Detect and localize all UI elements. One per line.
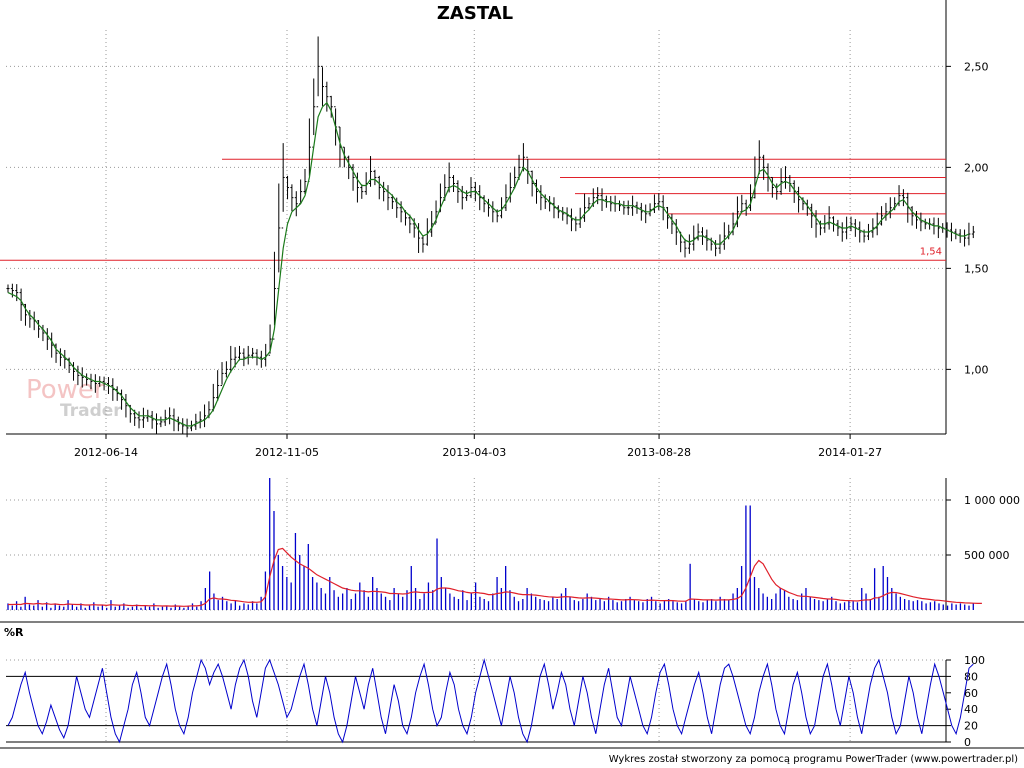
williams-r-label: %R [4, 626, 24, 639]
support-annotation: 1,54 [920, 246, 942, 257]
x-tick-label-0: 2012-06-14 [74, 446, 138, 459]
x-tick-label-3: 2013-08-28 [627, 446, 691, 459]
williams-r-y-tick-label-2: 40 [964, 703, 978, 716]
price-y-tick-label-3: 2,50 [964, 60, 989, 73]
price-moving-average-line [7, 101, 970, 427]
x-tick-label-1: 2012-11-05 [255, 446, 319, 459]
chart-title: ZASTAL [437, 3, 513, 24]
volume-average-line [8, 547, 982, 607]
price-y-tick-label-1: 1,50 [964, 262, 989, 275]
williams-r-y-tick-label-5: 100 [964, 654, 985, 667]
price-y-tick-label-0: 1,00 [964, 363, 989, 376]
watermark-trader: Trader [60, 401, 122, 421]
williams-r-panel: 0 20 40 60 80 100 [0, 621, 1024, 749]
williams-r-line [7, 658, 974, 744]
x-tick-label-2: 2013-04-03 [442, 446, 506, 459]
williams-r-y-tick-label-0: 0 [964, 736, 971, 749]
footer-credit: Wykres został stworzony za pomocą progra… [609, 754, 1018, 765]
volume-panel: 500 000 1 000 000 [6, 478, 1020, 611]
williams-r-y-tick-label-1: 20 [964, 720, 978, 733]
price-y-tick-label-2: 2,00 [964, 161, 989, 174]
x-tick-label-4: 2014-01-27 [818, 446, 882, 459]
williams-r-y-tick-label-4: 80 [964, 670, 978, 683]
williams-r-y-tick-label-3: 60 [964, 687, 978, 700]
volume-y-tick-label-1: 1 000 000 [964, 494, 1020, 507]
price-panel: 2012-06-14 2012-11-05 2013-04-03 2013-08-28… [0, 0, 989, 459]
volume-y-tick-label-0: 500 000 [964, 549, 1010, 562]
